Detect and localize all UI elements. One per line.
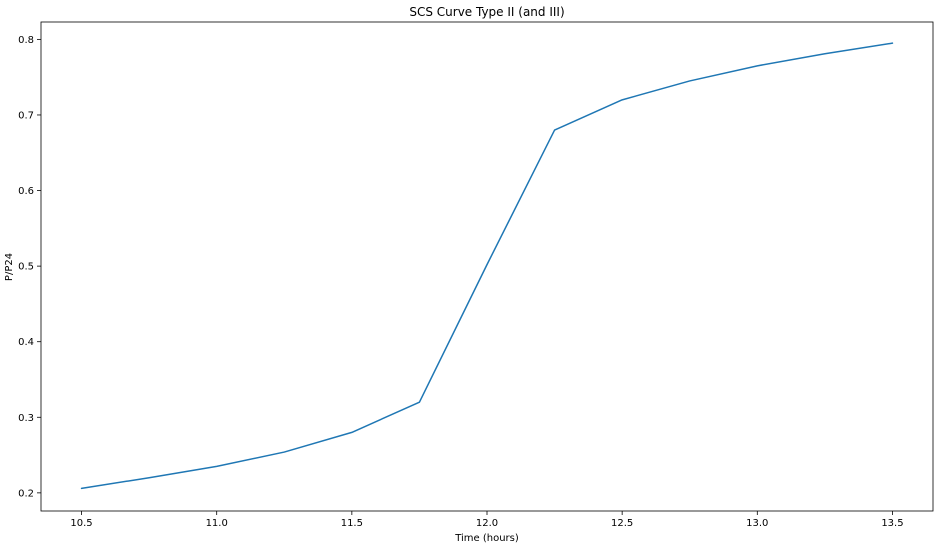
plot-frame xyxy=(40,21,934,512)
y-tick-label: 0.6 xyxy=(18,186,34,197)
x-tick-label: 13.5 xyxy=(881,518,903,529)
plot-area-border xyxy=(40,21,934,512)
x-tick-label: 12.5 xyxy=(611,518,633,529)
x-tick-label: 10.5 xyxy=(70,518,92,529)
series-line xyxy=(80,42,894,490)
y-tick-label: 0.2 xyxy=(18,488,34,499)
y-axis-label: P/P24 xyxy=(4,253,15,281)
x-axis-label: Time (hours) xyxy=(454,533,519,544)
y-axis-ticks: 0.2 0.3 0.4 0.5 0.6 0.7 0.8 xyxy=(18,35,41,499)
y-tick-label: 0.3 xyxy=(18,413,34,424)
x-tick-label: 11.0 xyxy=(206,518,228,529)
series-layer xyxy=(80,42,894,490)
y-tick-label: 0.7 xyxy=(18,110,34,121)
x-tick-label: 12.0 xyxy=(476,518,498,529)
x-axis-ticks: 10.5 11.0 11.5 12.0 12.5 13.0 13.5 xyxy=(70,511,904,529)
y-tick-label: 0.5 xyxy=(18,262,34,273)
x-tick-label: 13.0 xyxy=(746,518,768,529)
y-tick-label: 0.4 xyxy=(18,337,34,348)
x-tick-label: 11.5 xyxy=(341,518,363,529)
chart-title: SCS Curve Type II (and III) xyxy=(409,5,564,19)
y-tick-label: 0.8 xyxy=(18,35,34,46)
